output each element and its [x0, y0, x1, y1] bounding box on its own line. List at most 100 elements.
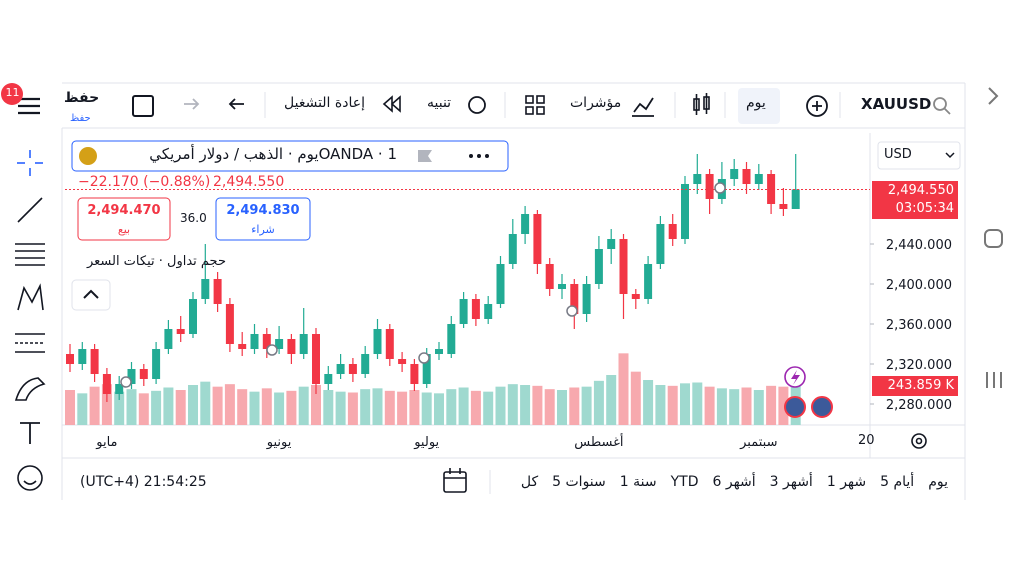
interval-bg[interactable]: [738, 88, 780, 124]
candle-body: [385, 329, 394, 359]
add-symbol-icon[interactable]: [806, 95, 828, 117]
settings-icon[interactable]: [911, 433, 927, 449]
volume-bar: [581, 386, 592, 425]
countdown: 03:05:34: [895, 201, 954, 216]
nav-recent[interactable]: [986, 372, 1002, 388]
replay-button[interactable]: إعادة التشغيل: [284, 95, 365, 111]
redo-icon[interactable]: [184, 98, 200, 110]
range-button[interactable]: 3 أشهر: [769, 474, 813, 490]
search-icon[interactable]: [933, 97, 951, 115]
candle-body: [447, 324, 456, 354]
alert-button[interactable]: تنبيه: [427, 95, 452, 111]
buy-price[interactable]: 2,494.830: [226, 203, 300, 218]
replay-icon[interactable]: [382, 95, 401, 113]
badge: 11: [5, 86, 20, 99]
alert-icon[interactable]: [468, 96, 486, 114]
badge-bg: [1, 83, 23, 105]
candle-body: [668, 224, 677, 239]
range-button[interactable]: YTD: [670, 474, 699, 490]
candle-body: [373, 329, 382, 354]
volume-bar: [298, 386, 309, 425]
range-button[interactable]: 1 سنة: [619, 474, 657, 490]
economic-marker[interactable]: [811, 396, 833, 418]
nav-home[interactable]: [984, 229, 1003, 248]
volume-bar: [126, 389, 137, 425]
candle-body: [90, 349, 99, 374]
volume-bar: [766, 385, 777, 425]
undo-icon[interactable]: [228, 98, 244, 110]
candle-body: [730, 169, 739, 179]
candle-body: [312, 334, 320, 384]
range-button[interactable]: 5 أيام: [880, 474, 915, 490]
range-button[interactable]: كل: [520, 474, 539, 490]
volume-bar: [200, 381, 211, 425]
currency[interactable]: USD: [884, 147, 912, 162]
candle-body: [336, 364, 345, 374]
volume-bar: [618, 353, 629, 425]
fib-tool[interactable]: [15, 243, 45, 266]
candle-body: [681, 184, 689, 239]
candle-body: [767, 174, 776, 204]
candle-body: [533, 214, 542, 264]
volume-bar: [643, 380, 654, 425]
menu-icon[interactable]: [18, 97, 40, 115]
indicators-button[interactable]: مؤشرات: [570, 95, 622, 111]
candle-body: [656, 224, 665, 264]
more-icon[interactable]: [469, 154, 489, 158]
icon-tool[interactable]: [17, 465, 43, 491]
candle-body: [410, 364, 419, 384]
candle-body: [176, 329, 185, 334]
trend-line-tool[interactable]: [17, 197, 43, 223]
symbol[interactable]: XAUUSD: [861, 95, 932, 113]
pattern-tool[interactable]: [17, 283, 44, 311]
candle-body: [779, 204, 788, 209]
economic-marker[interactable]: [784, 396, 806, 418]
volume-bar: [692, 382, 703, 425]
candle-body: [287, 339, 296, 354]
flag-icon: [418, 150, 432, 162]
brush-tool[interactable]: [14, 377, 46, 401]
volume-bar: [655, 385, 666, 425]
x-tick-label: مايو: [95, 435, 117, 450]
indicators-icon[interactable]: [632, 97, 654, 117]
buy-button[interactable]: [215, 197, 311, 241]
range-button[interactable]: يوم: [928, 474, 948, 490]
legend-box[interactable]: [71, 140, 509, 172]
clock[interactable]: (UTC+4) 21:54:25: [80, 474, 207, 490]
symbol-logo: [79, 147, 97, 165]
nav-back[interactable]: [988, 87, 999, 105]
volume-bar: [569, 387, 580, 425]
candle-body: [164, 329, 173, 349]
range-button[interactable]: 5 سنوات: [552, 474, 606, 490]
currency-select[interactable]: [877, 141, 961, 170]
range-button[interactable]: 6 أشهر: [712, 474, 756, 490]
candle-body: [139, 369, 148, 379]
forecast-tool[interactable]: [15, 333, 45, 353]
layout-icon[interactable]: [132, 95, 154, 117]
volume-bar: [175, 390, 186, 425]
interval-button[interactable]: يوم: [746, 95, 766, 111]
templates-icon[interactable]: [525, 95, 545, 115]
x-tick-label: سبتمبر: [739, 435, 777, 450]
sell-price[interactable]: 2,494.470: [87, 203, 161, 218]
text-tool[interactable]: [20, 422, 40, 444]
collapse-icon[interactable]: [83, 289, 99, 299]
volume-legend[interactable]: حجم تداول · تيكات السعر: [86, 254, 226, 269]
legend-title[interactable]: OANDA · 1يوم · الذهب / دولار أمريكي: [149, 145, 397, 163]
sell-button[interactable]: [77, 197, 171, 241]
crosshair-tool[interactable]: [17, 150, 43, 176]
range-button[interactable]: 1 شهر: [826, 474, 867, 490]
event-markers[interactable]: [120, 182, 726, 388]
buy-label[interactable]: شراء: [251, 223, 275, 236]
candle-body: [78, 349, 87, 364]
candle-body: [262, 334, 271, 349]
chart-type-icon[interactable]: [693, 93, 710, 115]
save-button[interactable]: حفظ: [64, 90, 100, 106]
collapse-button[interactable]: [71, 279, 111, 311]
y-tick-label: 2,400.000: [886, 278, 952, 293]
volume-bar: [188, 385, 198, 425]
goto-date-icon[interactable]: [443, 468, 467, 493]
y-tick-label: 2,360.000: [886, 318, 952, 333]
candle-body: [225, 304, 234, 344]
sell-label[interactable]: بيع: [117, 223, 131, 236]
